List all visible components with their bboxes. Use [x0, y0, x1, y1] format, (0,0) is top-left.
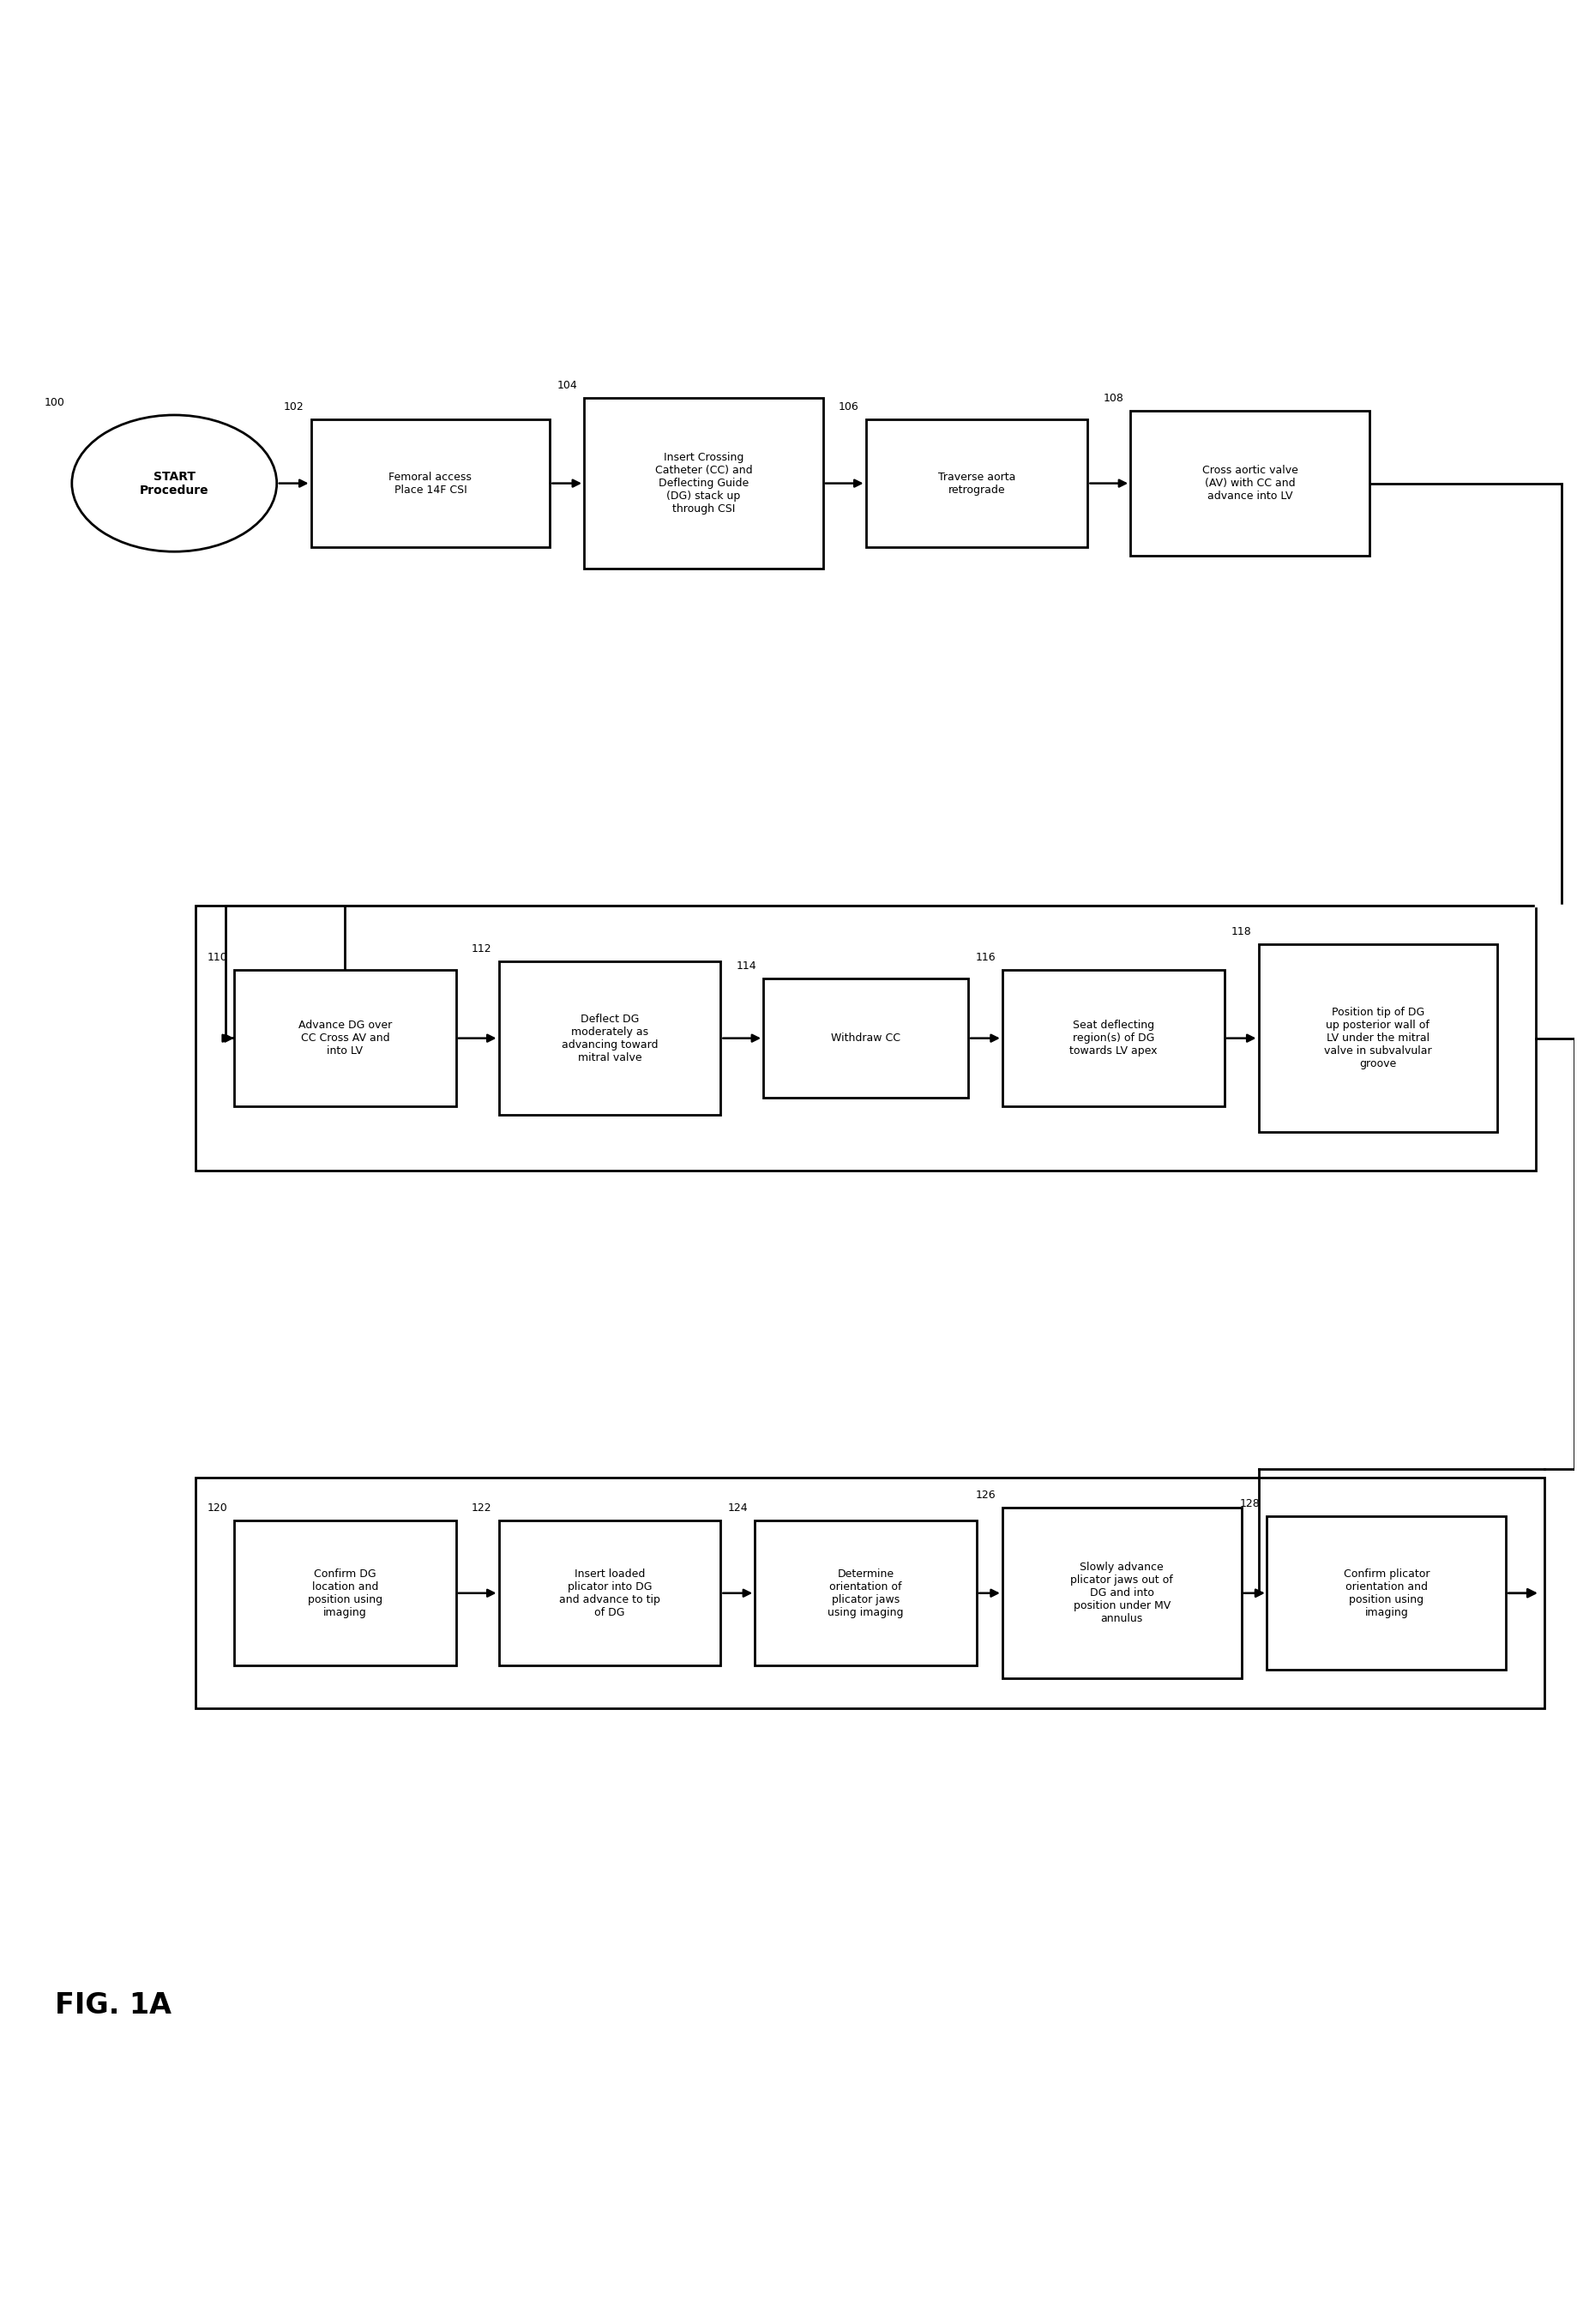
Text: 124: 124 — [727, 1504, 747, 1513]
FancyBboxPatch shape — [754, 1520, 976, 1666]
FancyBboxPatch shape — [1001, 969, 1224, 1106]
Text: 112: 112 — [472, 944, 492, 955]
FancyBboxPatch shape — [1258, 944, 1497, 1132]
Ellipse shape — [73, 416, 276, 551]
FancyBboxPatch shape — [498, 962, 721, 1116]
Text: Position tip of DG
up posterior wall of
LV under the mitral
valve in subvalvular: Position tip of DG up posterior wall of … — [1323, 1006, 1430, 1069]
Text: 110: 110 — [207, 953, 227, 962]
FancyBboxPatch shape — [1266, 1515, 1504, 1671]
FancyBboxPatch shape — [233, 969, 456, 1106]
Text: Advance DG over
CC Cross AV and
into LV: Advance DG over CC Cross AV and into LV — [298, 1020, 391, 1057]
Text: Femoral access
Place 14F CSI: Femoral access Place 14F CSI — [388, 472, 472, 495]
Text: Determine
orientation of
plicator jaws
using imaging: Determine orientation of plicator jaws u… — [828, 1569, 904, 1618]
Text: Confirm DG
location and
position using
imaging: Confirm DG location and position using i… — [308, 1569, 382, 1618]
Text: 128: 128 — [1240, 1499, 1260, 1511]
FancyBboxPatch shape — [1129, 411, 1369, 555]
Text: 118: 118 — [1230, 927, 1251, 937]
Text: 114: 114 — [736, 960, 755, 971]
FancyBboxPatch shape — [583, 397, 823, 569]
Text: 106: 106 — [837, 402, 858, 411]
FancyBboxPatch shape — [233, 1520, 456, 1666]
Text: Cross aortic valve
(AV) with CC and
advance into LV: Cross aortic valve (AV) with CC and adva… — [1202, 465, 1298, 502]
Text: 108: 108 — [1102, 393, 1123, 404]
Text: Slowly advance
plicator jaws out of
DG and into
position under MV
annulus: Slowly advance plicator jaws out of DG a… — [1069, 1562, 1173, 1624]
Text: Insert Crossing
Catheter (CC) and
Deflecting Guide
(DG) stack up
through CSI: Insert Crossing Catheter (CC) and Deflec… — [654, 453, 752, 514]
FancyBboxPatch shape — [311, 418, 550, 548]
Text: Withdraw CC: Withdraw CC — [831, 1032, 900, 1043]
Text: 120: 120 — [207, 1504, 227, 1513]
Text: Seat deflecting
region(s) of DG
towards LV apex: Seat deflecting region(s) of DG towards … — [1069, 1020, 1156, 1057]
Text: Confirm plicator
orientation and
position using
imaging: Confirm plicator orientation and positio… — [1342, 1569, 1429, 1618]
Text: 102: 102 — [284, 402, 304, 411]
FancyBboxPatch shape — [1001, 1508, 1241, 1678]
Text: FIG. 1A: FIG. 1A — [55, 1992, 172, 2020]
Text: 116: 116 — [975, 953, 995, 962]
Text: 100: 100 — [44, 397, 65, 409]
Text: 122: 122 — [472, 1504, 492, 1513]
Text: Deflect DG
moderately as
advancing toward
mitral valve: Deflect DG moderately as advancing towar… — [561, 1013, 658, 1062]
Text: START
Procedure: START Procedure — [140, 469, 208, 497]
Text: Insert loaded
plicator into DG
and advance to tip
of DG: Insert loaded plicator into DG and advan… — [558, 1569, 659, 1618]
FancyBboxPatch shape — [763, 978, 968, 1097]
FancyBboxPatch shape — [498, 1520, 721, 1666]
Text: Traverse aorta
retrograde: Traverse aorta retrograde — [937, 472, 1016, 495]
Text: 126: 126 — [975, 1490, 995, 1501]
FancyBboxPatch shape — [866, 418, 1087, 548]
Text: 104: 104 — [557, 381, 577, 390]
